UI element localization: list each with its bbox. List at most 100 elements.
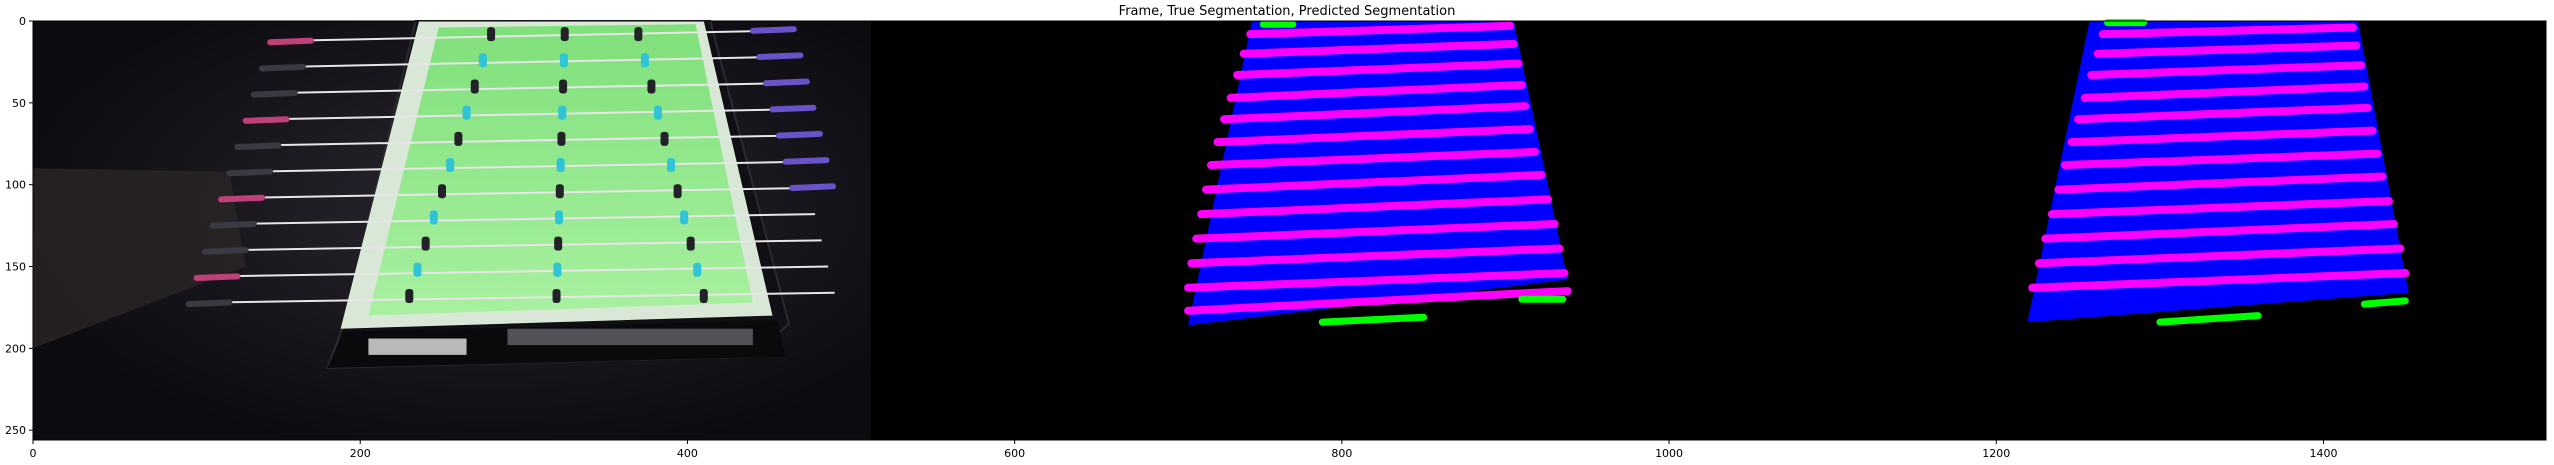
predicted-rod-region — [2034, 244, 2405, 268]
frame-player — [552, 288, 561, 303]
true-rod-region — [1233, 59, 1523, 80]
frame-rod-handle — [259, 63, 306, 72]
x-tick-label: 0 — [30, 447, 37, 460]
frame-rod — [262, 134, 796, 147]
y-tick-label: 200 — [5, 342, 26, 355]
frame-rod-handle — [201, 247, 249, 255]
frame-player — [478, 53, 487, 68]
frame-player — [686, 236, 695, 251]
frame-player — [413, 262, 422, 277]
frame-player — [405, 288, 414, 303]
true-rod-region — [1246, 21, 1515, 39]
frame-rod — [286, 56, 776, 68]
predicted-rod-region — [2087, 61, 2366, 80]
frame-rod-handle — [749, 26, 797, 34]
predicted-rod-region — [2041, 219, 2398, 243]
predicted-goal-region — [2156, 312, 2262, 326]
frame-rod-handle — [193, 273, 241, 281]
x-axis: 0 200 400 600 800 1000 1200 1400 — [30, 440, 2337, 460]
y-tick-label: 250 — [5, 424, 26, 437]
chart-title: Frame, True Segmentation, Predicted Segm… — [1119, 4, 1456, 19]
frame-player — [421, 236, 430, 251]
frame-player — [462, 105, 471, 120]
true-goal-region — [1318, 313, 1428, 326]
frame-player — [555, 184, 564, 199]
predicted-rod-region — [2098, 23, 2357, 39]
true-rod-region — [1184, 287, 1572, 315]
frame-player — [438, 184, 447, 199]
predicted-rod-region — [2074, 103, 2372, 124]
frame-logo-mark — [368, 338, 467, 355]
frame-player — [487, 27, 496, 42]
predicted-rod-region — [2060, 149, 2382, 170]
frame-player — [429, 210, 438, 225]
predicted-rod-region — [2028, 269, 2410, 292]
frame-dark-wall — [33, 168, 246, 349]
predicted-rod-region — [2093, 41, 2361, 58]
x-tick-label: 1000 — [1655, 447, 1683, 460]
true-rod-region — [1206, 147, 1539, 170]
frame-rod-handle — [218, 194, 266, 203]
predicted-rod-region — [2067, 126, 2377, 147]
y-tick-label: 50 — [12, 97, 26, 110]
frame-rod-handle — [185, 299, 233, 308]
true-rod-region — [1213, 125, 1535, 147]
frame-player — [553, 262, 562, 277]
frame-player — [559, 79, 568, 94]
frame-rod-handle — [776, 130, 823, 139]
frame-player — [454, 131, 463, 146]
frame-rod-handle — [234, 142, 282, 151]
frame-player — [559, 53, 568, 68]
frame-player — [673, 184, 682, 199]
frame-rod — [245, 186, 809, 199]
frame-rod — [270, 108, 789, 121]
frame-player — [470, 79, 479, 94]
x-tick-label: 200 — [350, 447, 371, 460]
frame-rod — [294, 29, 770, 42]
frame-player — [660, 131, 669, 146]
frame-player — [558, 105, 567, 120]
frame-rod — [229, 239, 822, 252]
true-rod-region — [1220, 102, 1530, 124]
frame-player — [554, 236, 563, 251]
x-tick-label: 800 — [1331, 447, 1352, 460]
plot-area — [32, 19, 2547, 441]
frame-player — [653, 105, 662, 120]
frame-rod-handle — [250, 90, 298, 98]
predicted-goal-region — [2360, 297, 2409, 308]
frame-rod-handle — [267, 37, 315, 46]
frame-rod — [278, 82, 783, 95]
predicted-rod-region — [2047, 197, 2393, 219]
predicted-segmentation-image — [2027, 19, 2410, 326]
y-tick-label: 150 — [5, 261, 26, 274]
frame-player — [693, 262, 702, 277]
true-rod-region — [1187, 244, 1564, 268]
frame-player — [634, 27, 643, 42]
frame-rod-handle — [756, 52, 804, 61]
frame-rod-handle — [209, 220, 257, 229]
true-rod-region — [1202, 170, 1546, 194]
frame-rod — [221, 265, 829, 278]
frame-player — [699, 288, 708, 303]
frame-rod-handle — [789, 183, 837, 191]
y-tick-label: 0 — [19, 15, 26, 28]
frame-player — [554, 210, 563, 225]
frame-rod-handle — [782, 157, 830, 165]
predicted-rod-region — [2054, 172, 2387, 194]
y-tick-label: 100 — [5, 179, 26, 192]
x-tick-label: 1200 — [1982, 447, 2010, 460]
true-rod-region — [1197, 195, 1552, 219]
frame-rod-handle — [242, 116, 290, 124]
frame-rod — [237, 213, 816, 225]
x-tick-label: 1400 — [2309, 447, 2337, 460]
frame-rod — [212, 291, 835, 304]
y-axis: 0 50 100 150 200 250 — [5, 15, 33, 437]
frame-rod — [253, 160, 802, 173]
frame-player — [647, 79, 656, 94]
frame-image — [33, 20, 871, 440]
frame-player — [557, 131, 566, 146]
frame-player — [680, 210, 689, 225]
frame-player — [640, 53, 649, 68]
frame-rod-handle — [762, 78, 810, 87]
